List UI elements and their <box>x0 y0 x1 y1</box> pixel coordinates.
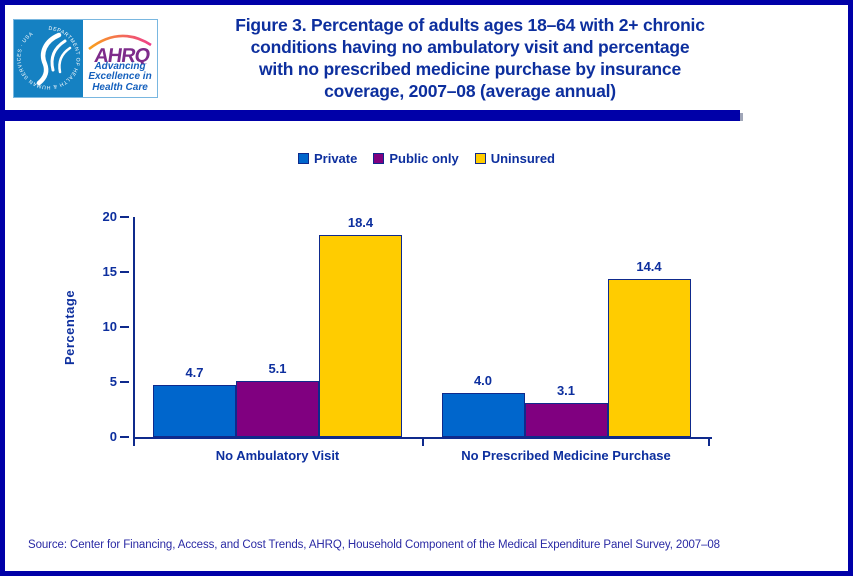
x-axis-tick <box>422 439 424 446</box>
category-label: No Prescribed Medicine Purchase <box>461 448 671 463</box>
category-label: No Ambulatory Visit <box>215 448 340 463</box>
y-axis-tick <box>120 271 129 273</box>
bar-value-label: 4.0 <box>473 373 493 388</box>
bar-private <box>441 393 525 437</box>
bar-slot: 4.0 <box>441 217 525 437</box>
figure-title: Figure 3. Percentage of adults ages 18–6… <box>125 14 815 102</box>
figure-title-line: with no prescribed medicine purchase by … <box>259 59 681 79</box>
hhs-seal-icon: DEPARTMENT OF HEALTH & HUMAN SERVICES · … <box>16 26 80 90</box>
legend-label: Public only <box>389 151 459 166</box>
bar-slot: 5.1 <box>236 217 319 437</box>
figure-title-line: conditions having no ambulatory visit an… <box>250 37 690 57</box>
ahrq-logo: DEPARTMENT OF HEALTH & HUMAN SERVICES · … <box>13 19 158 98</box>
y-axis-tick <box>120 381 129 383</box>
bar-public-only <box>524 403 608 437</box>
ahrq-wordmark: AHRQ Advancing Excellence in Health Care <box>83 20 157 97</box>
y-axis-title: Percentage <box>57 217 83 437</box>
tagline-line: Advancing <box>94 60 146 72</box>
y-axis-tick-label: 15 <box>102 264 117 279</box>
bar-slot: 18.4 <box>319 215 402 437</box>
figure-title-line: Figure 3. Percentage of adults ages 18–6… <box>235 15 705 35</box>
title-divider <box>5 110 743 121</box>
ahrq-wordmark-icon: AHRQ <box>88 34 152 64</box>
bar-private <box>153 385 236 437</box>
legend-swatch <box>373 153 385 164</box>
bar-value-label: 5.1 <box>268 361 287 376</box>
bar-public-only <box>236 381 319 437</box>
legend-swatch <box>297 153 309 164</box>
y-axis-tick <box>120 216 129 218</box>
bar-slot: 3.1 <box>524 217 608 437</box>
y-axis-title-text: Percentage <box>62 289 78 365</box>
legend-label: Private <box>313 151 358 166</box>
tagline-line: Health Care <box>92 81 148 93</box>
y-axis-line <box>133 217 135 439</box>
source-note: Source: Center for Financing, Access, an… <box>28 539 720 551</box>
figure-title-line: coverage, 2007–08 (average annual) <box>324 81 616 101</box>
logo-tagline: Advancing Excellence in Health Care <box>88 60 152 94</box>
legend-item-uninsured: Uninsured <box>474 151 555 166</box>
ahrq-acronym: AHRQ <box>93 45 151 64</box>
legend: Private Public only Uninsured <box>5 151 848 166</box>
arc-icon <box>88 34 152 50</box>
hhs-seal: DEPARTMENT OF HEALTH & HUMAN SERVICES · … <box>14 20 83 97</box>
legend-swatch <box>474 153 486 164</box>
bar-slot: 14.4 <box>607 217 691 437</box>
legend-item-private: Private <box>297 151 358 166</box>
y-axis-tick <box>120 436 129 438</box>
bar-value-label: 14.4 <box>636 259 662 274</box>
x-axis-tick <box>708 439 710 446</box>
x-axis-tick <box>133 439 135 446</box>
bar-value-label: 18.4 <box>347 215 374 230</box>
bar-uninsured <box>607 279 691 437</box>
bar-slot: 4.7 <box>153 217 236 437</box>
legend-label: Uninsured <box>490 151 555 166</box>
y-axis-tick-label: 20 <box>102 209 117 224</box>
y-axis-tick-label: 5 <box>109 374 117 389</box>
svg-text:DEPARTMENT OF HEALTH & HUMAN S: DEPARTMENT OF HEALTH & HUMAN SERVICES · … <box>16 26 80 90</box>
eagle-icon <box>36 32 72 86</box>
bar-value-label: 3.1 <box>556 383 576 398</box>
y-axis-tick-label: 0 <box>109 429 117 444</box>
seal-text: DEPARTMENT OF HEALTH & HUMAN SERVICES · … <box>16 26 80 90</box>
bar-uninsured <box>319 235 402 437</box>
legend-item-public-only: Public only <box>373 151 459 166</box>
bar-value-label: 4.7 <box>185 365 204 380</box>
plot-area: 0 5 10 15 20 4.7 4.0 5.1 3.1 18.4 14.4 <box>103 209 712 444</box>
y-axis-tick <box>120 326 129 328</box>
x-axis-line <box>133 437 712 439</box>
y-axis-tick-label: 10 <box>102 319 117 334</box>
tagline-line: Excellence in <box>88 71 152 83</box>
